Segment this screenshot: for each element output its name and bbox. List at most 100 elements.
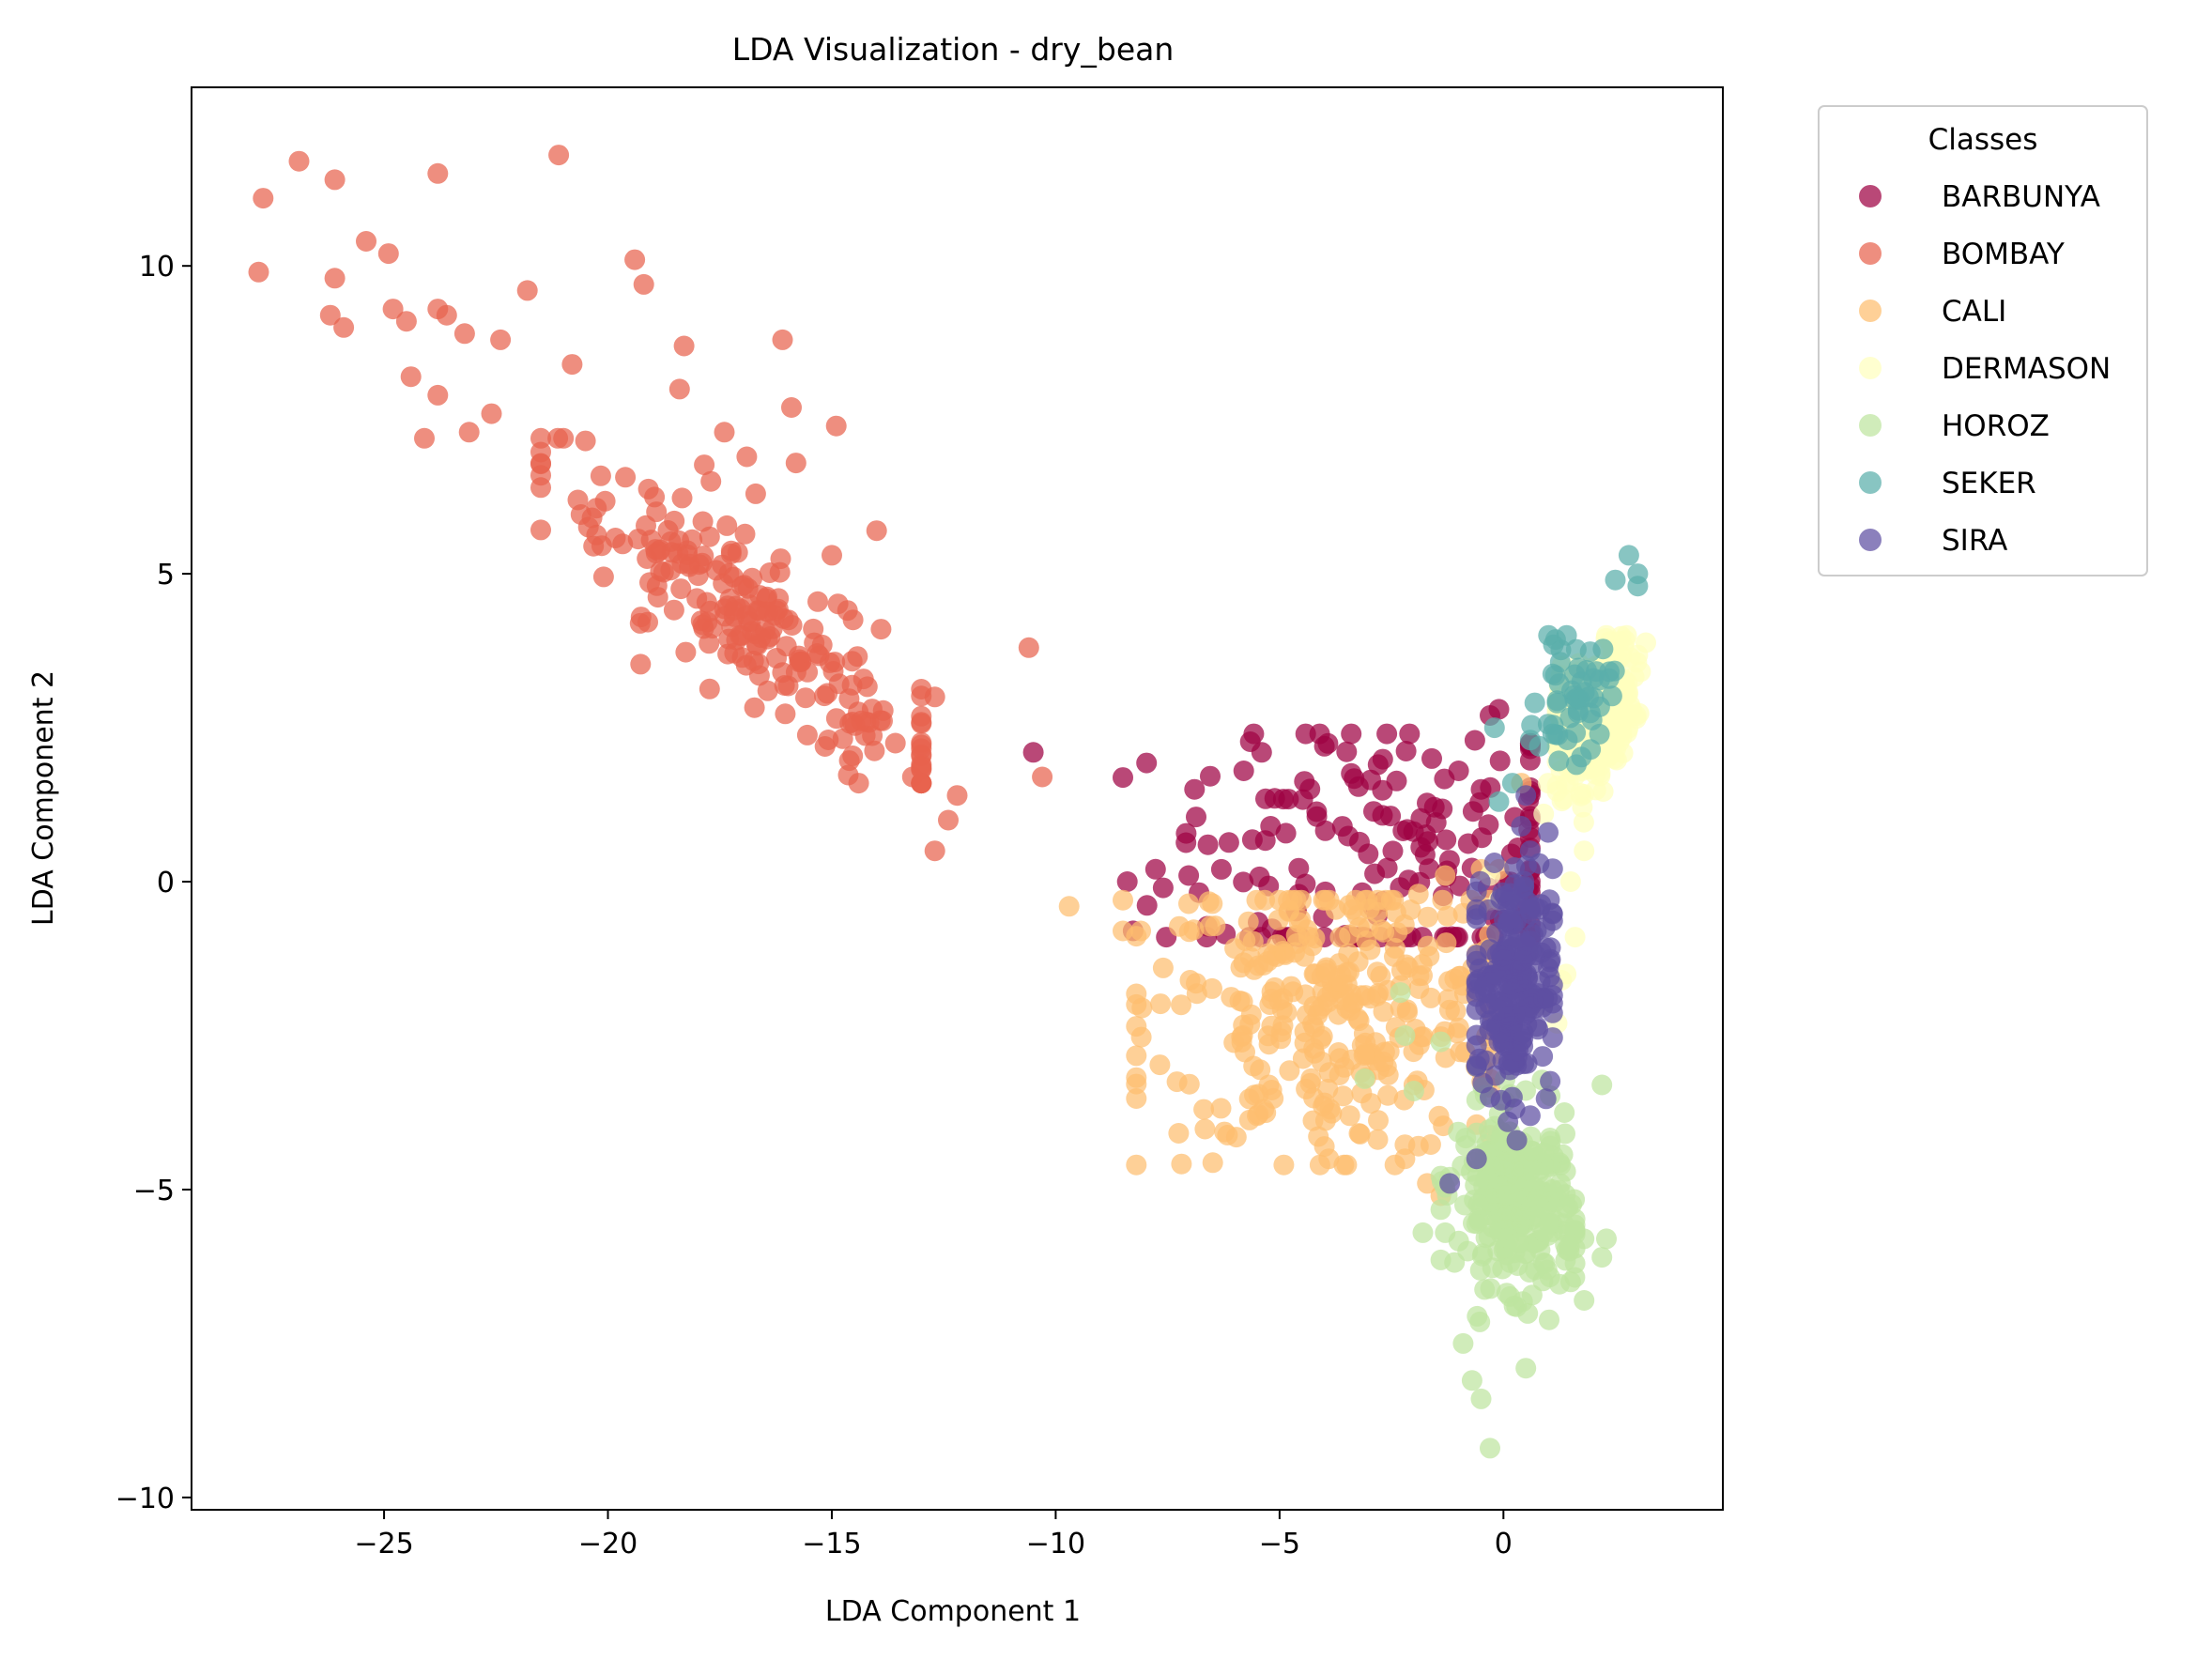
scatter-point (1303, 995, 1325, 1017)
scatter-point (1430, 1031, 1452, 1053)
scatter-point (1464, 730, 1485, 751)
scatter-point (1466, 999, 1487, 1021)
scatter-point (1178, 921, 1200, 943)
scatter-point (1377, 1084, 1399, 1106)
scatter-points (248, 145, 1656, 1459)
scatter-point (699, 600, 721, 622)
scatter-point (1264, 788, 1285, 809)
scatter-point (924, 840, 945, 862)
scatter-point (612, 533, 634, 555)
y-axis-label: LDA Component 2 (27, 670, 60, 926)
scatter-point (1499, 908, 1521, 930)
scatter-point (1483, 853, 1505, 873)
scatter-point (1466, 881, 1487, 902)
scatter-point (1243, 723, 1265, 745)
scatter-point (1467, 1210, 1489, 1232)
scatter-point (1210, 1098, 1232, 1119)
series-sira (1439, 785, 1563, 1194)
scatter-point (1478, 814, 1499, 836)
scatter-point (1519, 1105, 1541, 1127)
scatter-point (1540, 937, 1561, 959)
scatter-point (1233, 871, 1254, 893)
scatter-point (1221, 987, 1242, 1008)
scatter-point (748, 665, 770, 686)
scatter-point (1218, 832, 1239, 853)
scatter-point (1385, 901, 1406, 923)
scatter-point (1382, 840, 1404, 862)
scatter-point (1246, 889, 1267, 911)
scatter-point (694, 454, 715, 476)
scatter-point (1549, 652, 1571, 673)
scatter-point (1367, 1129, 1389, 1150)
scatter-point (1367, 754, 1389, 776)
scatter-point (1304, 928, 1326, 949)
scatter-point (1242, 930, 1264, 952)
scatter-point (1179, 970, 1201, 991)
scatter-point (1554, 1102, 1575, 1123)
scatter-point (1417, 906, 1438, 928)
scatter-point (1210, 858, 1232, 880)
scatter-point (1368, 983, 1390, 1004)
scatter-point (1555, 1123, 1575, 1145)
scatter-point (1461, 1370, 1482, 1391)
scatter-point (1152, 957, 1174, 978)
scatter-point (1032, 766, 1053, 788)
scatter-point (1493, 1207, 1514, 1229)
scatter-point (822, 545, 842, 566)
scatter-point (776, 636, 797, 657)
scatter-point (1432, 889, 1453, 911)
scatter-point (615, 467, 637, 488)
scatter-point (764, 605, 786, 626)
scatter-point (356, 231, 376, 252)
scatter-point (1488, 699, 1510, 720)
scatter-point (1492, 882, 1513, 903)
scatter-point (1627, 576, 1649, 597)
scatter-point (1171, 994, 1191, 1016)
scatter-point (727, 542, 748, 563)
scatter-point (427, 384, 449, 406)
scatter-point (1233, 761, 1254, 781)
scatter-point (1590, 765, 1611, 787)
scatter-point (1501, 1086, 1523, 1108)
scatter-point (1394, 1025, 1416, 1046)
scatter-point (1022, 742, 1044, 763)
scatter-point (1292, 1048, 1313, 1069)
scatter-point (1366, 901, 1388, 923)
scatter-point (1273, 1154, 1295, 1176)
scatter-point (530, 453, 551, 475)
scatter-point (1202, 893, 1223, 915)
scatter-point (1564, 927, 1586, 948)
scatter-point (1470, 1388, 1492, 1409)
scatter-point (842, 609, 864, 631)
scatter-point (1533, 1221, 1555, 1242)
scatter-point (1231, 1032, 1252, 1053)
scatter-point (1499, 1059, 1521, 1081)
legend-marker (1859, 300, 1882, 322)
scatter-point (938, 809, 959, 831)
scatter-point (1480, 1437, 1500, 1459)
scatter-point (324, 169, 346, 191)
scatter-point (1496, 1185, 1517, 1207)
scatter-point (1113, 767, 1133, 789)
scatter-point (1380, 806, 1402, 827)
scatter-point (1317, 1078, 1339, 1099)
scatter-point (1423, 796, 1445, 818)
scatter-point (699, 678, 720, 699)
scatter-point (814, 736, 836, 757)
legend-label: SEKER (1942, 467, 2036, 500)
scatter-point (1521, 715, 1543, 736)
x-tick-label: 0 (1495, 1528, 1513, 1560)
scatter-point (1425, 812, 1447, 834)
scatter-point (1239, 946, 1261, 968)
legend-marker (1859, 357, 1882, 379)
scatter-point (1533, 1142, 1555, 1163)
scatter-point (1417, 935, 1438, 957)
scatter-point (1574, 840, 1595, 862)
scatter-point (1577, 686, 1599, 708)
scatter-point (1519, 840, 1541, 862)
scatter-point (1390, 982, 1411, 1004)
scatter-point (1496, 1283, 1517, 1304)
scatter-point (548, 145, 570, 166)
scatter-point (1457, 1240, 1479, 1262)
